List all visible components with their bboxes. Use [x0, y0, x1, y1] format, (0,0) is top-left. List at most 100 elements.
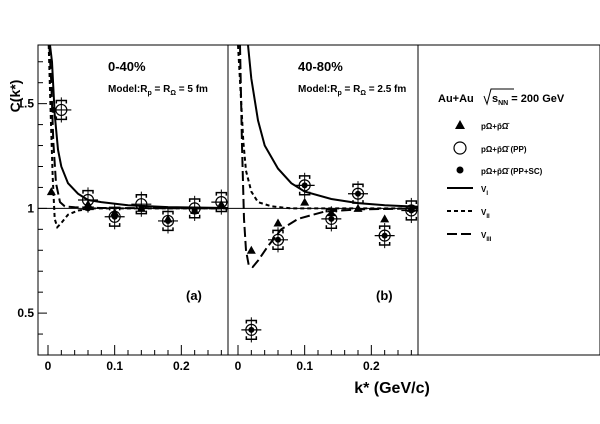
- sys-bracket: [245, 319, 258, 324]
- marker-filled-circle: [408, 207, 415, 214]
- legend-entry-subscript: III: [486, 237, 491, 243]
- marker-filled-circle: [355, 190, 361, 197]
- marker-triangle: [380, 214, 390, 223]
- marker-triangle: [300, 197, 310, 206]
- legend-marker-open-circle: [453, 141, 467, 155]
- model-text: Model:R: [108, 84, 148, 95]
- sys-bracket: [135, 194, 148, 198]
- x-axis-label: k* (GeV/c): [354, 380, 430, 397]
- panel-centrality-label: 0-40%: [108, 59, 146, 74]
- legend-entry-label: pΩ+p̄Ω̄: [481, 122, 510, 131]
- x-tick-label: 0.2: [363, 359, 380, 373]
- sys-bracket: [135, 210, 148, 215]
- legend-entry-label: VIII: [481, 231, 492, 243]
- marker-filled-circle: [191, 207, 198, 214]
- sys-bracket: [352, 183, 364, 188]
- sys-bracket: [325, 225, 338, 230]
- y-axis: 0.5 1 1.5: [17, 61, 47, 335]
- marker-open-circle: [161, 214, 175, 228]
- marker-triangle: [273, 218, 283, 227]
- marker-filled-circle: [328, 215, 335, 222]
- y-tick-label: 0.5: [17, 306, 34, 320]
- marker-open-circle: [245, 323, 258, 336]
- legend-marker-filled-circle: [456, 166, 464, 174]
- panel-a: 0 0.1 0.2 0-40% Model:Rp = RΩ = 5 fm (a): [38, 45, 228, 373]
- legend-entry-text: pΩ+p̄Ω̄ (PP): [481, 145, 527, 154]
- model-subscript: p: [337, 90, 341, 97]
- marker-filled-circle: [248, 326, 255, 333]
- marker-open-circle: [325, 212, 338, 225]
- model-text: = R: [342, 84, 361, 95]
- sys-bracket: [298, 175, 311, 179]
- x-tick-label: 0.1: [106, 359, 123, 373]
- model-subscript: Ω: [170, 90, 176, 97]
- panel-model-label: Model:Rp = RΩ = 5 fm: [108, 84, 208, 97]
- sys-bracket: [378, 225, 391, 230]
- points-group: [241, 172, 418, 343]
- marker-triangle: [110, 208, 120, 217]
- panel-label: (a): [186, 288, 202, 303]
- model-text: = 2.5 fm: [366, 84, 406, 95]
- panel-centrality-label: 40-80%: [298, 59, 343, 74]
- x-tick-label: 0: [45, 359, 52, 373]
- legend-entry-text: V: [481, 231, 487, 240]
- model-text: Model:R: [298, 84, 338, 95]
- marker-filled-circle: [218, 203, 225, 210]
- model-curve-v-i: [247, 45, 418, 208]
- marker-filled-circle: [275, 236, 281, 243]
- marker-open-circle: [405, 204, 418, 217]
- marker-open-circle: [108, 210, 121, 223]
- sys-bracket: [82, 189, 94, 194]
- frame-border: [37, 44, 600, 356]
- legend-title-text: = 200 GeV: [508, 93, 565, 105]
- x-tick-label: 0.1: [296, 359, 313, 373]
- sys-bracket: [215, 208, 228, 213]
- sys-bracket: [405, 216, 418, 221]
- marker-filled-circle: [301, 182, 308, 189]
- marker-filled-circle: [138, 205, 145, 212]
- marker-triangle: [46, 187, 56, 196]
- model-subscript: Ω: [360, 90, 366, 97]
- marker-filled-circle: [381, 232, 388, 239]
- sys-bracket: [272, 246, 284, 250]
- panel-model-label: Model:Rp = RΩ = 2.5 fm: [298, 84, 406, 97]
- model-text: = R: [152, 84, 171, 95]
- panel-b: 0 0.1 0.2 40-80% Model:Rp = RΩ = 2.5 fm (b): [228, 45, 418, 373]
- marker-open-circle: [271, 233, 285, 246]
- model-curve-v-i: [49, 45, 228, 209]
- marker-triangle: [353, 203, 363, 212]
- legend-entry-label: VII: [481, 208, 490, 220]
- sys-bracket: [272, 229, 284, 234]
- sys-bracket: [245, 336, 258, 341]
- sys-bracket: [298, 191, 311, 196]
- marker-open-circle: [378, 229, 391, 242]
- points-group: [46, 97, 228, 234]
- legend-marker-triangle: [455, 120, 465, 129]
- marker-triangle: [246, 245, 256, 254]
- sys-bracket: [352, 200, 364, 204]
- sys-bracket: [162, 227, 174, 232]
- legend-title-s: s: [492, 93, 498, 105]
- sys-bracket: [188, 198, 201, 202]
- sqrt-sign: [483, 88, 514, 106]
- legend-entry-label: VI: [481, 185, 488, 197]
- legend-title-subscript: NN: [498, 100, 508, 107]
- sys-bracket: [215, 191, 228, 196]
- marker-open-circle: [298, 179, 311, 192]
- sys-bracket: [108, 206, 121, 211]
- legend-entry-text: V: [481, 185, 487, 194]
- sys-bracket: [188, 214, 201, 219]
- sys-bracket: [55, 99, 68, 104]
- legend-entry-text: pΩ+p̄Ω̄: [481, 122, 510, 131]
- legend-entry-text: pΩ+p̄Ω̄ (PP+SC): [481, 167, 543, 176]
- marker-filled-circle: [85, 205, 91, 212]
- legend-title: Au+Au sNN = 200 GeV: [438, 93, 565, 107]
- sys-bracket: [405, 200, 418, 205]
- model-text: = 5 fm: [176, 84, 208, 95]
- legend-entry-subscript: II: [486, 214, 490, 220]
- marker-open-circle: [351, 187, 365, 200]
- panel-label: (b): [376, 288, 393, 303]
- sys-bracket: [162, 210, 174, 215]
- sys-bracket: [55, 116, 68, 121]
